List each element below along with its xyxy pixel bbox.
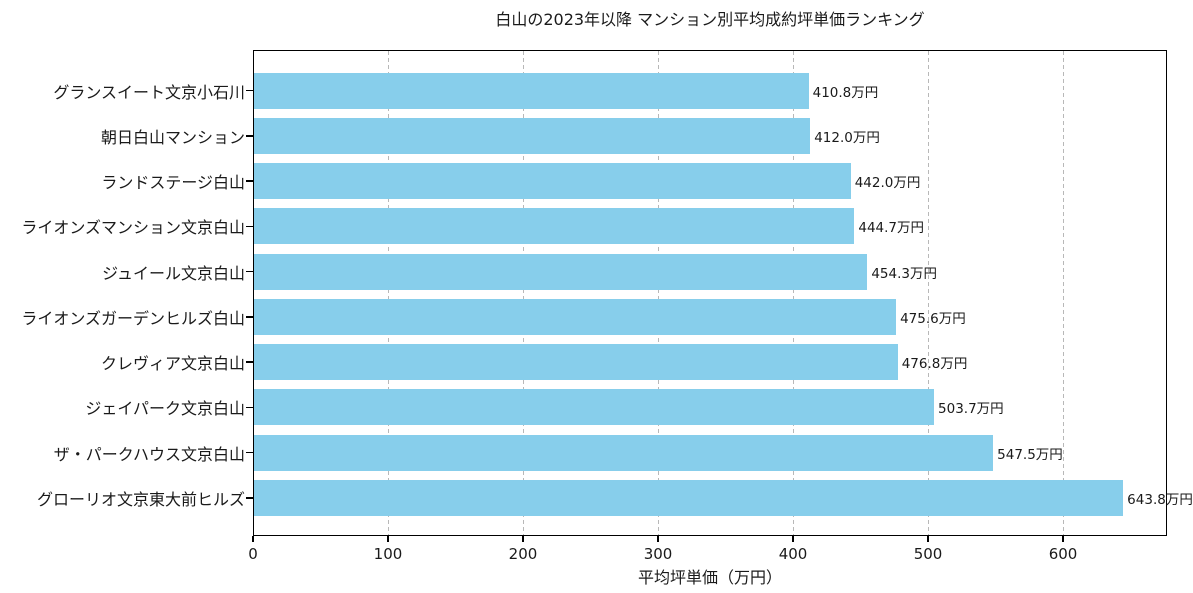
x-tick-label: 500 xyxy=(913,545,943,563)
y-axis-label: グランスイート文京小石川 xyxy=(53,82,245,102)
x-tick-label: 200 xyxy=(508,545,538,563)
bar-value-label: 643.8万円 xyxy=(1127,491,1193,508)
y-axis-label: ライオンズガーデンヒルズ白山 xyxy=(21,308,245,328)
bar-value-label: 503.7万円 xyxy=(938,401,1004,418)
y-axis-label: クレヴィア文京白山 xyxy=(100,354,245,374)
bar xyxy=(254,298,897,335)
gridline xyxy=(1063,51,1065,535)
x-tick-mark xyxy=(927,536,929,542)
y-tick-mark xyxy=(246,316,253,318)
y-axis-label: ランドステージ白山 xyxy=(101,173,245,193)
y-tick-mark xyxy=(246,180,253,182)
y-axis-label: ジェイパーク文京白山 xyxy=(85,399,245,419)
gridline xyxy=(793,51,795,535)
y-tick-mark xyxy=(246,225,253,228)
x-tick-label: 0 xyxy=(248,545,258,563)
bar-value-label: 454.3万円 xyxy=(871,265,937,282)
y-tick-mark xyxy=(246,451,253,454)
y-tick-mark xyxy=(246,89,253,92)
bar xyxy=(254,72,809,109)
bar-value-label: 444.7万円 xyxy=(858,220,925,237)
bar-value-label: 475.6万円 xyxy=(900,310,966,327)
bar xyxy=(254,208,855,245)
y-axis-label: ザ・パークハウス文京白山 xyxy=(53,444,245,464)
gridline xyxy=(523,51,524,535)
x-tick-label: 300 xyxy=(643,545,673,563)
x-tick-mark xyxy=(252,536,254,542)
bar-value-label: 476.8万円 xyxy=(901,356,968,373)
bar xyxy=(254,117,811,154)
y-axis-label: グローリオ文京東大前ヒルズ xyxy=(36,489,245,509)
gridline xyxy=(658,51,660,535)
bar-value-label: 547.5万円 xyxy=(997,446,1063,463)
x-tick-label: 600 xyxy=(1048,545,1078,563)
y-axis-label: 朝日白山マンション xyxy=(100,127,245,147)
gridline xyxy=(928,51,930,535)
bar xyxy=(254,253,868,290)
x-tick-mark xyxy=(387,536,389,542)
bar xyxy=(254,344,898,381)
y-tick-mark xyxy=(246,497,253,499)
x-tick-mark xyxy=(792,536,794,542)
y-axis-label: ライオンズマンション文京白山 xyxy=(21,218,245,238)
y-axis-label: ジュイール文京白山 xyxy=(102,263,245,283)
bar xyxy=(254,389,935,426)
plot-area-border xyxy=(253,50,1167,536)
x-tick-label: 400 xyxy=(778,545,808,563)
x-tick-mark xyxy=(657,536,659,542)
bar-value-label: 412.0万円 xyxy=(814,129,880,146)
x-axis-title: 平均坪単価（万円） xyxy=(637,568,782,587)
y-tick-mark xyxy=(246,361,253,363)
y-tick-mark xyxy=(246,270,253,273)
bar-value-label: 410.8万円 xyxy=(812,84,879,101)
bar xyxy=(254,479,1124,516)
bar-value-label: 442.0万円 xyxy=(854,175,921,192)
chart-title: 白山の2023年以降 マンション別平均成約坪単価ランキング xyxy=(495,10,925,29)
y-tick-mark xyxy=(246,406,253,409)
x-tick-mark xyxy=(522,536,524,542)
gridline xyxy=(388,51,389,535)
bar xyxy=(254,163,851,200)
y-tick-mark xyxy=(246,135,253,137)
x-tick-label: 100 xyxy=(373,545,403,563)
x-tick-mark xyxy=(1062,536,1064,542)
bar xyxy=(254,434,994,471)
